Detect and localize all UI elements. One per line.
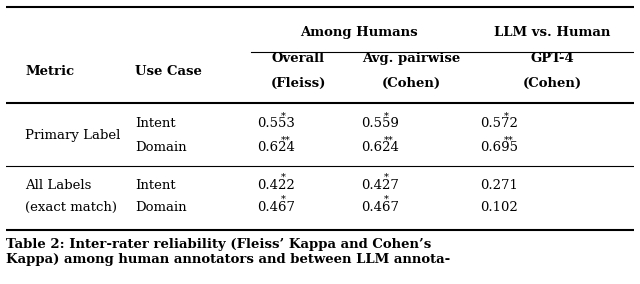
Text: 0.572: 0.572 [480,117,518,130]
Text: 0.271: 0.271 [480,179,518,192]
Text: *: * [384,112,389,121]
Text: Use Case: Use Case [135,64,202,78]
Text: *: * [281,195,285,204]
Text: Intent: Intent [135,179,175,192]
Text: *: * [504,112,508,121]
Text: *: * [384,195,389,204]
Text: **: ** [281,135,291,144]
Text: (exact match): (exact match) [25,201,117,214]
Text: 0.695: 0.695 [480,141,518,154]
Text: Primary Label: Primary Label [25,129,120,142]
Text: Among Humans: Among Humans [300,26,418,39]
Text: 0.467: 0.467 [257,201,295,214]
Text: 0.559: 0.559 [361,117,399,130]
Text: **: ** [504,135,513,144]
Text: Domain: Domain [135,141,187,154]
Text: Intent: Intent [135,117,175,130]
Text: *: * [281,173,285,182]
Text: 0.467: 0.467 [361,201,399,214]
Text: LLM vs. Human: LLM vs. Human [494,26,611,39]
Text: Table 2: Inter-rater reliability (Fleiss’ Kappa and Cohen’s
Kappa) among human a: Table 2: Inter-rater reliability (Fleiss… [6,238,451,266]
Text: (Fleiss): (Fleiss) [270,77,326,90]
Text: Overall: Overall [271,52,324,65]
Text: **: ** [384,135,394,144]
Text: *: * [384,173,389,182]
Text: 0.553: 0.553 [257,117,295,130]
Text: Metric: Metric [25,64,74,78]
Text: *: * [281,112,285,121]
Text: GPT-4: GPT-4 [530,52,574,65]
Text: All Labels: All Labels [25,179,92,192]
Text: (Cohen): (Cohen) [381,77,440,90]
Text: 0.624: 0.624 [257,141,295,154]
Text: 0.422: 0.422 [257,179,295,192]
Text: 0.102: 0.102 [480,201,518,214]
Text: 0.624: 0.624 [361,141,399,154]
Text: 0.427: 0.427 [361,179,399,192]
Text: Domain: Domain [135,201,187,214]
Text: Avg. pairwise: Avg. pairwise [362,52,460,65]
Text: (Cohen): (Cohen) [522,77,582,90]
